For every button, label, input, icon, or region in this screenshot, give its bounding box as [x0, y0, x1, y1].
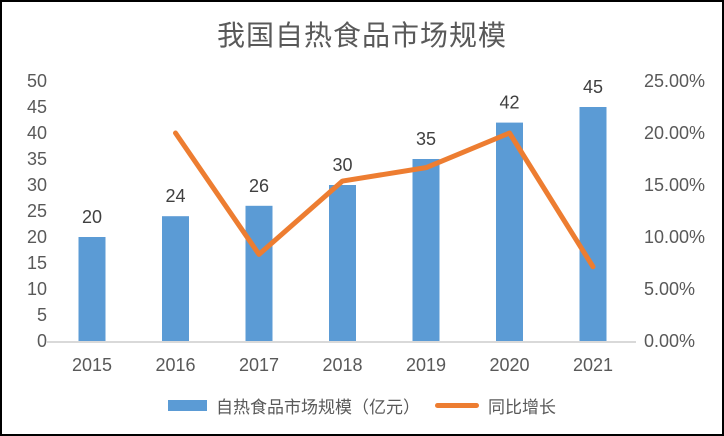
right-axis-tick: 20.00% [644, 123, 705, 143]
bar-value-label: 24 [165, 186, 185, 206]
bar-2016 [162, 216, 189, 341]
left-axis-tick: 35 [27, 149, 47, 169]
bar-2019 [412, 159, 440, 341]
x-axis-label: 2017 [239, 355, 279, 375]
left-axis-tick: 10 [27, 279, 47, 299]
legend-item-growth: 同比增长 [435, 393, 556, 418]
bar-value-label: 42 [499, 93, 519, 113]
legend-bar-swatch [168, 400, 207, 411]
right-axis-tick: 5.00% [644, 279, 695, 299]
bar-2018 [329, 185, 356, 341]
bar-2017 [245, 205, 273, 341]
left-axis-tick: 0 [37, 331, 47, 351]
x-axis-label: 2015 [72, 355, 112, 375]
x-axis-label: 2019 [406, 355, 446, 375]
x-axis-label: 2018 [322, 355, 362, 375]
left-axis-tick: 20 [27, 227, 47, 247]
bar-value-label: 45 [583, 77, 603, 97]
bar-value-label: 26 [249, 176, 269, 196]
left-axis-tick: 45 [27, 97, 47, 117]
right-axis-tick: 0.00% [644, 331, 695, 351]
left-axis-tick: 30 [27, 175, 47, 195]
right-axis-tick: 15.00% [644, 175, 705, 195]
left-axis-tick: 50 [27, 71, 47, 91]
bar-2020 [496, 122, 523, 341]
bar-2021 [579, 107, 607, 341]
legend-bar-label: 自热食品市场规模（亿元） [216, 398, 420, 417]
chart-title: 我国自热食品市场规模 [216, 21, 507, 52]
x-axis-label: 2016 [155, 355, 195, 375]
left-axis-tick: 15 [27, 253, 47, 273]
chart-legend: 自热食品市场规模（亿元） 同比增长 [2, 393, 722, 418]
legend-line-swatch [435, 403, 479, 408]
x-axis-label: 2020 [489, 355, 529, 375]
legend-line-label: 同比增长 [488, 398, 556, 417]
bar-value-label: 35 [416, 129, 436, 149]
x-axis-label: 2021 [573, 355, 613, 375]
left-axis-tick: 40 [27, 123, 47, 143]
right-axis-tick: 10.00% [644, 227, 705, 247]
left-axis-tick: 25 [27, 201, 47, 221]
right-axis-tick: 25.00% [644, 71, 705, 91]
left-axis-tick: 5 [37, 305, 47, 325]
legend-item-market-size: 自热食品市场规模（亿元） [168, 393, 420, 418]
bar-value-label: 20 [82, 207, 102, 227]
bar-value-label: 30 [332, 155, 352, 175]
bar-2015 [78, 237, 106, 341]
growth-line [173, 130, 596, 270]
